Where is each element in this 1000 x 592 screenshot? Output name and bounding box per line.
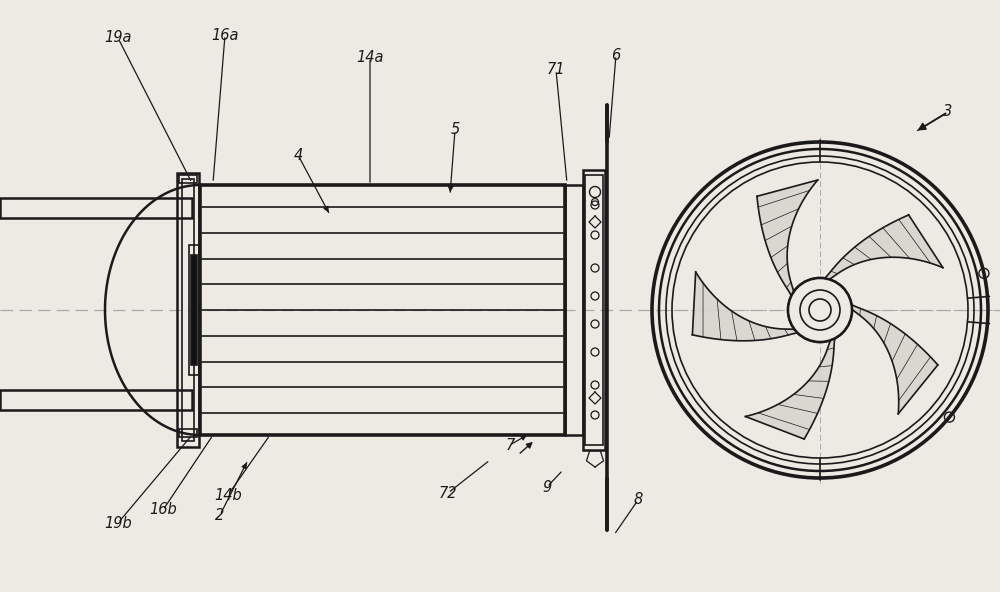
- Bar: [179, 175, 197, 183]
- Text: 72: 72: [439, 485, 457, 500]
- Circle shape: [809, 299, 831, 321]
- Bar: [0, 390, 192, 410]
- Text: 14b: 14b: [214, 487, 242, 503]
- Text: 8: 8: [633, 493, 643, 507]
- Text: 16a: 16a: [211, 27, 239, 43]
- Bar: [0, 198, 192, 218]
- Text: 4: 4: [293, 147, 303, 162]
- Text: 5: 5: [450, 123, 460, 137]
- Bar: [179, 429, 197, 437]
- Text: 9: 9: [542, 480, 552, 494]
- Polygon shape: [692, 272, 798, 341]
- Bar: [191, 255, 197, 365]
- Bar: [583, 170, 605, 450]
- Bar: [189, 245, 199, 375]
- Text: 3: 3: [943, 105, 953, 120]
- Polygon shape: [851, 304, 938, 414]
- Text: 19a: 19a: [104, 31, 132, 46]
- Bar: [200, 185, 565, 435]
- Text: 7: 7: [505, 437, 515, 452]
- Bar: [585, 175, 603, 445]
- Text: 19b: 19b: [104, 516, 132, 530]
- Circle shape: [788, 278, 852, 342]
- Bar: [565, 185, 583, 435]
- Text: 71: 71: [547, 63, 565, 78]
- Polygon shape: [757, 180, 818, 296]
- Bar: [177, 173, 199, 447]
- Text: 14a: 14a: [356, 50, 384, 66]
- Bar: [182, 179, 194, 441]
- Text: 2: 2: [215, 507, 225, 523]
- Polygon shape: [824, 215, 943, 279]
- Polygon shape: [745, 338, 835, 439]
- Text: 6: 6: [611, 47, 621, 63]
- Circle shape: [800, 290, 840, 330]
- Text: 16b: 16b: [149, 503, 177, 517]
